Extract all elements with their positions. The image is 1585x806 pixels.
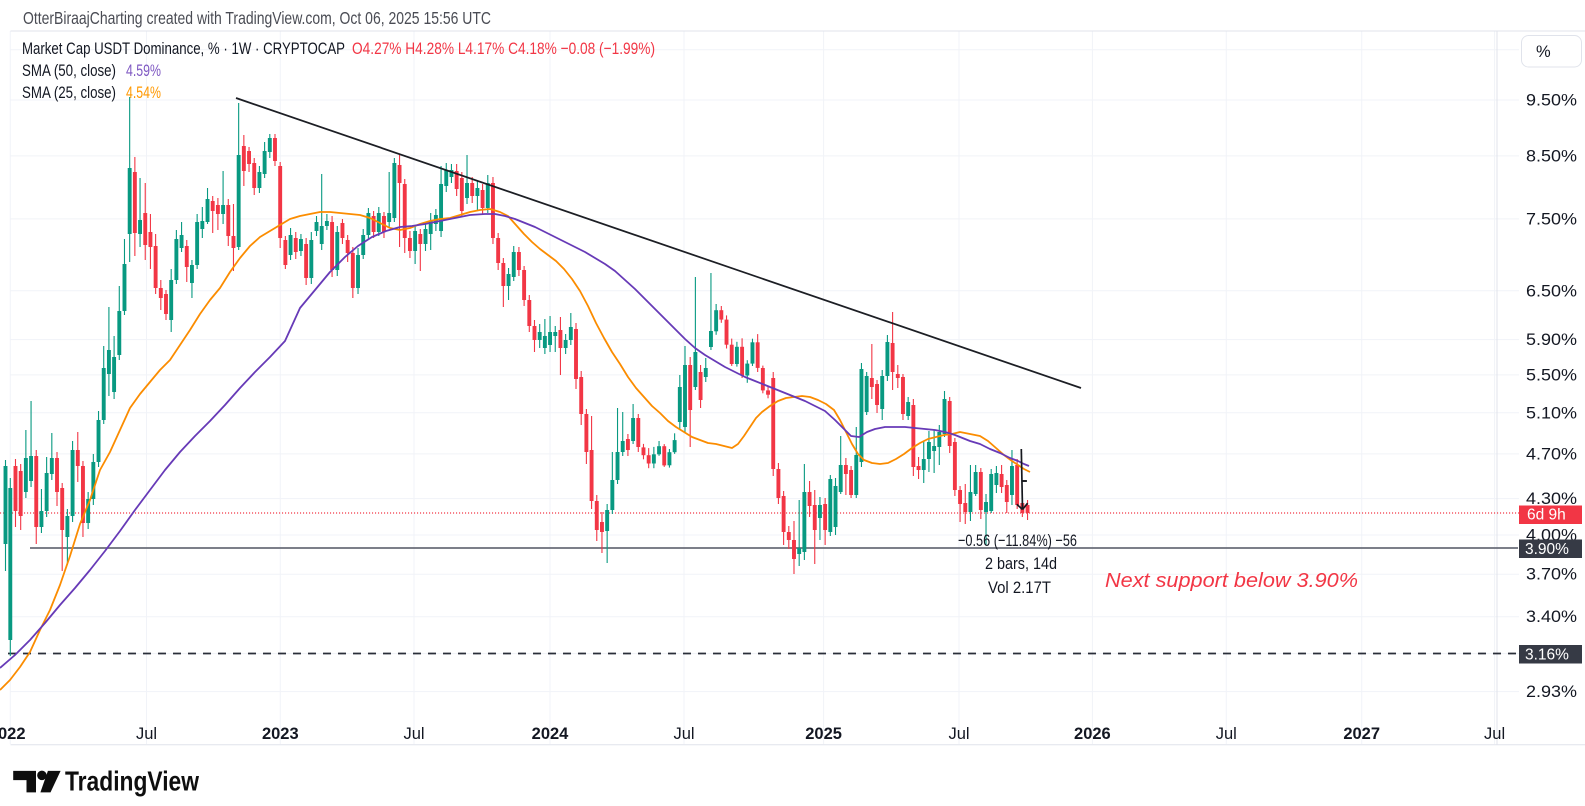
svg-text:8.50%: 8.50%	[1526, 147, 1577, 165]
svg-text:OtterBiraajCharting created wi: OtterBiraajCharting created with Trading…	[23, 8, 491, 28]
svg-text:Vol 2.17T: Vol 2.17T	[988, 578, 1051, 597]
svg-text:6.50%: 6.50%	[1526, 282, 1577, 300]
svg-text:2025: 2025	[805, 725, 842, 743]
svg-text:5.50%: 5.50%	[1526, 366, 1577, 384]
svg-text:Jul: Jul	[1484, 725, 1505, 743]
svg-text:Jul: Jul	[136, 725, 157, 743]
svg-text:2023: 2023	[262, 725, 299, 743]
svg-text:9.50%: 9.50%	[1526, 92, 1577, 110]
svg-text:Next support below 3.90%: Next support below 3.90%	[1105, 570, 1358, 592]
svg-text:3.40%: 3.40%	[1526, 608, 1577, 626]
svg-text:4.30%: 4.30%	[1526, 490, 1577, 508]
svg-text:5.90%: 5.90%	[1526, 331, 1577, 349]
svg-text:2026: 2026	[1074, 725, 1111, 743]
svg-text:7.50%: 7.50%	[1526, 210, 1577, 228]
svg-text:Jul: Jul	[403, 725, 424, 743]
svg-text:2027: 2027	[1343, 725, 1380, 743]
svg-text:Jul: Jul	[948, 725, 969, 743]
svg-text:SMA (50, close): SMA (50, close)	[22, 61, 116, 80]
svg-text:3.70%: 3.70%	[1526, 566, 1577, 584]
svg-text:O4.27% H4.28% L4.17% C4.18% −0: O4.27% H4.28% L4.17% C4.18% −0.08 (−1.99…	[352, 39, 655, 58]
svg-text:Market Cap USDT Dominance, % ·: Market Cap USDT Dominance, % · 1W · CRYP…	[22, 39, 345, 58]
svg-text:3.90%: 3.90%	[1525, 541, 1569, 558]
svg-text:TradingView: TradingView	[65, 766, 200, 797]
svg-text:3.16%: 3.16%	[1525, 647, 1569, 664]
svg-text:−0.56 (−11.84%) −56: −0.56 (−11.84%) −56	[958, 531, 1077, 550]
svg-text:6d 9h: 6d 9h	[1527, 507, 1566, 524]
svg-text:2 bars, 14d: 2 bars, 14d	[985, 554, 1057, 573]
svg-text:%: %	[1536, 43, 1551, 61]
svg-text:4.59%: 4.59%	[126, 61, 161, 80]
svg-text:Jul: Jul	[1216, 725, 1237, 743]
svg-text:SMA (25, close): SMA (25, close)	[22, 83, 116, 102]
svg-text:2.93%: 2.93%	[1526, 683, 1577, 701]
svg-text:2024: 2024	[532, 725, 570, 743]
svg-text:4.54%: 4.54%	[126, 83, 161, 102]
svg-text:Jul: Jul	[673, 725, 694, 743]
svg-text:022: 022	[0, 725, 26, 743]
svg-text:5.10%: 5.10%	[1526, 404, 1577, 422]
svg-text:4.70%: 4.70%	[1526, 445, 1577, 463]
